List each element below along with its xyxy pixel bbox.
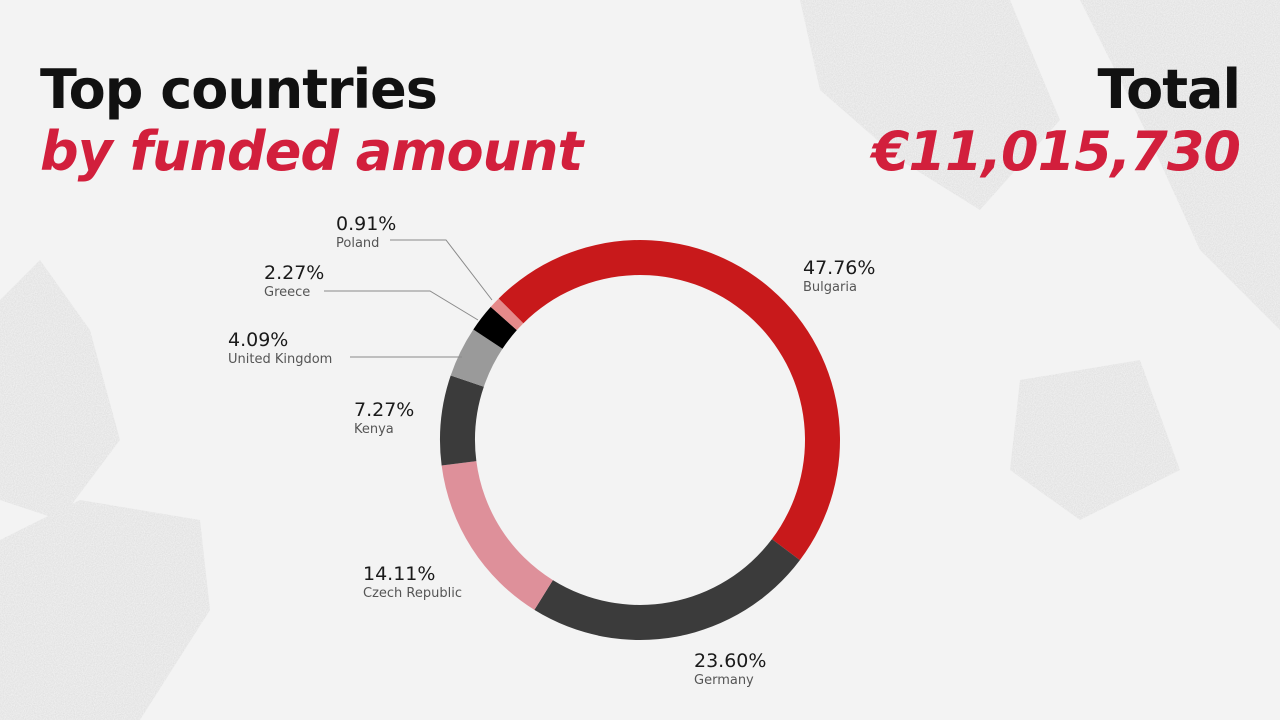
slice-germany xyxy=(534,539,800,641)
country-label-bulgaria: Bulgaria xyxy=(803,280,857,295)
slice-united-kingdom xyxy=(450,329,503,387)
country-label-germany: Germany xyxy=(694,673,754,688)
country-label-united-kingdom: United Kingdom xyxy=(228,352,332,367)
slice-greece xyxy=(473,306,517,349)
pct-label-united-kingdom: 4.09% xyxy=(228,329,288,351)
pct-label-poland: 0.91% xyxy=(336,213,396,235)
slice-czech-republic xyxy=(441,461,553,610)
country-label-poland: Poland xyxy=(336,236,379,251)
pct-label-bulgaria: 47.76% xyxy=(803,257,875,279)
country-label-greece: Greece xyxy=(264,285,310,300)
chart-title-line2: by funded amount xyxy=(40,120,583,183)
leader-line-greece xyxy=(324,290,479,321)
slice-bulgaria xyxy=(498,239,840,561)
total-value: €11,015,730 xyxy=(871,120,1241,183)
total-label: Total xyxy=(1097,58,1241,121)
pct-label-czech-republic: 14.11% xyxy=(363,563,435,585)
slice-poland xyxy=(490,298,524,331)
chart-title-line1: Top countries xyxy=(40,58,438,121)
pct-label-kenya: 7.27% xyxy=(354,399,414,421)
slice-kenya xyxy=(439,375,484,466)
country-label-czech-republic: Czech Republic xyxy=(363,586,462,601)
pct-label-germany: 23.60% xyxy=(694,650,766,672)
country-label-kenya: Kenya xyxy=(354,422,394,437)
pct-label-greece: 2.27% xyxy=(264,262,324,284)
leader-line-poland xyxy=(390,239,493,301)
